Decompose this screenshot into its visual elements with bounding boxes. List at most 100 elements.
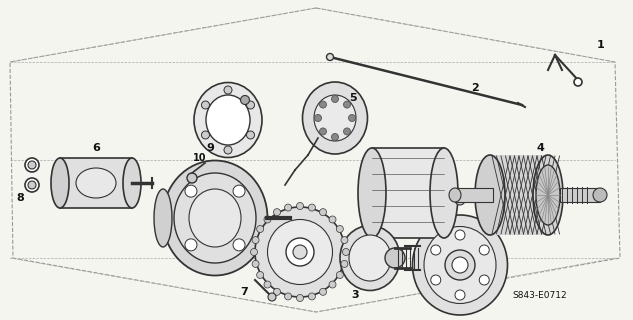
Text: S843-E0712: S843-E0712 bbox=[513, 291, 567, 300]
Circle shape bbox=[349, 115, 356, 122]
Ellipse shape bbox=[533, 155, 563, 235]
Circle shape bbox=[25, 158, 39, 172]
Circle shape bbox=[273, 288, 280, 295]
Ellipse shape bbox=[303, 82, 368, 154]
Circle shape bbox=[455, 195, 465, 205]
Ellipse shape bbox=[163, 161, 268, 276]
Circle shape bbox=[479, 245, 489, 255]
Circle shape bbox=[342, 249, 349, 255]
Bar bbox=[60, 158, 132, 208]
Ellipse shape bbox=[293, 245, 307, 259]
Ellipse shape bbox=[358, 148, 386, 238]
Circle shape bbox=[285, 293, 292, 300]
Circle shape bbox=[344, 101, 351, 108]
Circle shape bbox=[241, 95, 249, 105]
Circle shape bbox=[320, 101, 327, 108]
Circle shape bbox=[28, 181, 36, 189]
Ellipse shape bbox=[206, 95, 250, 145]
Ellipse shape bbox=[194, 83, 262, 157]
Circle shape bbox=[201, 131, 210, 139]
Ellipse shape bbox=[449, 188, 461, 202]
Ellipse shape bbox=[51, 158, 69, 208]
Circle shape bbox=[273, 209, 280, 216]
Ellipse shape bbox=[268, 220, 332, 284]
Ellipse shape bbox=[189, 189, 241, 247]
Ellipse shape bbox=[475, 155, 505, 235]
Circle shape bbox=[224, 86, 232, 94]
Ellipse shape bbox=[593, 188, 607, 202]
Ellipse shape bbox=[536, 165, 560, 225]
Circle shape bbox=[574, 78, 582, 86]
Ellipse shape bbox=[424, 227, 496, 303]
Ellipse shape bbox=[154, 189, 172, 247]
Circle shape bbox=[256, 226, 264, 233]
Circle shape bbox=[327, 53, 334, 60]
Circle shape bbox=[455, 290, 465, 300]
Circle shape bbox=[251, 249, 258, 255]
Circle shape bbox=[25, 178, 39, 192]
Text: 10: 10 bbox=[193, 153, 207, 163]
Circle shape bbox=[246, 101, 254, 109]
Circle shape bbox=[264, 216, 271, 223]
Ellipse shape bbox=[123, 158, 141, 208]
Circle shape bbox=[285, 204, 292, 211]
Circle shape bbox=[252, 236, 259, 244]
Circle shape bbox=[455, 230, 465, 240]
Bar bbox=[490, 155, 548, 235]
Circle shape bbox=[430, 245, 441, 255]
Text: 4: 4 bbox=[536, 143, 544, 153]
Ellipse shape bbox=[314, 95, 356, 141]
Ellipse shape bbox=[445, 250, 475, 280]
Circle shape bbox=[315, 115, 322, 122]
Circle shape bbox=[296, 203, 303, 210]
Circle shape bbox=[185, 239, 197, 251]
Bar bbox=[455, 188, 493, 202]
Bar bbox=[490, 155, 550, 235]
Circle shape bbox=[246, 131, 254, 139]
Circle shape bbox=[329, 281, 336, 288]
Circle shape bbox=[252, 260, 259, 268]
Circle shape bbox=[28, 161, 36, 169]
Circle shape bbox=[320, 288, 327, 295]
Circle shape bbox=[332, 95, 339, 102]
Ellipse shape bbox=[385, 248, 405, 268]
Circle shape bbox=[264, 281, 271, 288]
Bar bbox=[560, 188, 600, 202]
Ellipse shape bbox=[452, 257, 468, 273]
Text: 1: 1 bbox=[597, 40, 605, 50]
Text: 6: 6 bbox=[92, 143, 100, 153]
Text: 7: 7 bbox=[240, 287, 248, 297]
Ellipse shape bbox=[286, 238, 314, 266]
Circle shape bbox=[268, 293, 276, 301]
Circle shape bbox=[308, 293, 315, 300]
Circle shape bbox=[224, 146, 232, 154]
Ellipse shape bbox=[340, 226, 400, 291]
Ellipse shape bbox=[76, 168, 116, 198]
Ellipse shape bbox=[413, 215, 508, 315]
Text: 5: 5 bbox=[349, 93, 357, 103]
Ellipse shape bbox=[174, 173, 256, 263]
Circle shape bbox=[233, 239, 245, 251]
Circle shape bbox=[320, 209, 327, 216]
Circle shape bbox=[256, 271, 264, 278]
Text: 9: 9 bbox=[206, 143, 214, 153]
Text: 8: 8 bbox=[16, 193, 24, 203]
Circle shape bbox=[332, 133, 339, 140]
Circle shape bbox=[233, 185, 245, 197]
Circle shape bbox=[308, 204, 315, 211]
Text: 2: 2 bbox=[471, 83, 479, 93]
Circle shape bbox=[479, 275, 489, 285]
Ellipse shape bbox=[349, 235, 391, 281]
Circle shape bbox=[320, 128, 327, 135]
Circle shape bbox=[336, 226, 343, 233]
Circle shape bbox=[344, 128, 351, 135]
Circle shape bbox=[336, 271, 343, 278]
Circle shape bbox=[341, 260, 348, 268]
Circle shape bbox=[341, 236, 348, 244]
Ellipse shape bbox=[430, 148, 458, 238]
Circle shape bbox=[430, 275, 441, 285]
Circle shape bbox=[201, 101, 210, 109]
Ellipse shape bbox=[255, 207, 345, 297]
Text: 3: 3 bbox=[351, 290, 359, 300]
Circle shape bbox=[296, 294, 303, 301]
